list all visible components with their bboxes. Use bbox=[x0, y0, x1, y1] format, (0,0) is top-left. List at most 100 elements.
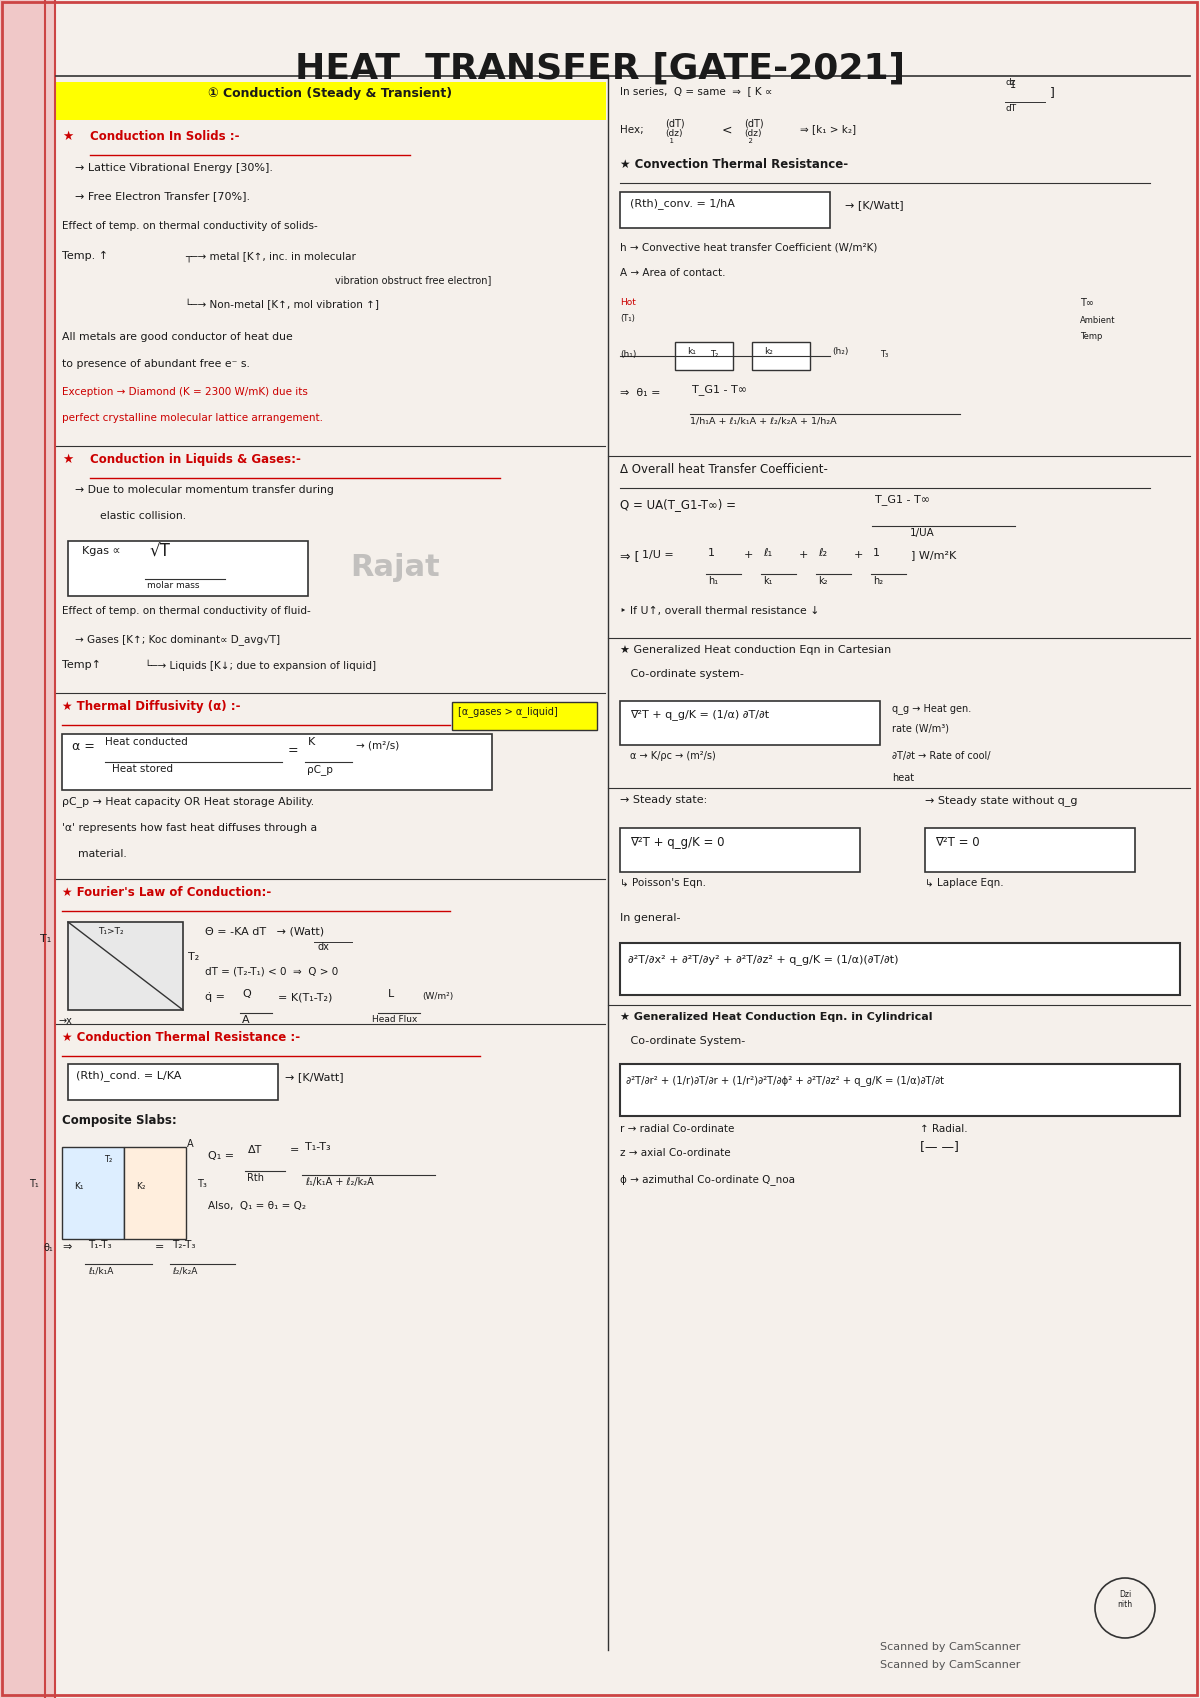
Text: HEAT  TRANSFER [GATE-2021]: HEAT TRANSFER [GATE-2021] bbox=[295, 53, 905, 87]
Text: T₂: T₂ bbox=[710, 350, 719, 358]
Text: T₃: T₃ bbox=[880, 350, 888, 358]
Text: ★ Convection Thermal Resistance-: ★ Convection Thermal Resistance- bbox=[620, 158, 848, 171]
Text: (dT): (dT) bbox=[744, 117, 763, 127]
Text: ℓ₁: ℓ₁ bbox=[763, 548, 772, 559]
Text: Rajat: Rajat bbox=[350, 554, 439, 582]
Text: [α_gases > α_liquid]: [α_gases > α_liquid] bbox=[458, 706, 558, 717]
Text: └─→ Liquids [K↓; due to expansion of liquid]: └─→ Liquids [K↓; due to expansion of liq… bbox=[145, 661, 376, 671]
Bar bbox=[68, 542, 308, 596]
Text: z → axial Co-ordinate: z → axial Co-ordinate bbox=[620, 1148, 731, 1158]
Text: Rth: Rth bbox=[247, 1173, 264, 1184]
Text: → Gases [K↑; Koc dominant∝ D_avg√T]: → Gases [K↑; Koc dominant∝ D_avg√T] bbox=[74, 633, 280, 645]
Text: 1: 1 bbox=[665, 138, 674, 144]
Text: ℓ₂: ℓ₂ bbox=[818, 548, 827, 559]
Text: 1/U =: 1/U = bbox=[642, 550, 673, 560]
Text: ∇²T = 0: ∇²T = 0 bbox=[935, 835, 979, 849]
Text: q_g → Heat gen.: q_g → Heat gen. bbox=[892, 703, 971, 713]
Text: Effect of temp. on thermal conductivity of fluid-: Effect of temp. on thermal conductivity … bbox=[62, 606, 311, 616]
Text: perfect crystalline molecular lattice arrangement.: perfect crystalline molecular lattice ar… bbox=[62, 413, 323, 423]
Text: ★ Fourier's Law of Conduction:-: ★ Fourier's Law of Conduction:- bbox=[62, 886, 271, 898]
Text: Composite Slabs:: Composite Slabs: bbox=[62, 1114, 176, 1127]
Text: √T: √T bbox=[150, 543, 170, 560]
Text: T∞: T∞ bbox=[1080, 299, 1094, 307]
Text: 'α' represents how fast heat diffuses through a: 'α' represents how fast heat diffuses th… bbox=[62, 824, 317, 834]
Text: Exception → Diamond (K = 2300 W/mK) due its: Exception → Diamond (K = 2300 W/mK) due … bbox=[62, 387, 308, 397]
Text: Ambient: Ambient bbox=[1080, 316, 1116, 324]
Bar bbox=[62, 1148, 124, 1240]
Text: h₂: h₂ bbox=[874, 576, 883, 586]
Text: T₁>T₂: T₁>T₂ bbox=[98, 927, 124, 936]
Text: Temp: Temp bbox=[1080, 333, 1103, 341]
Text: (h₁): (h₁) bbox=[620, 350, 636, 358]
Text: ℓ₂/k₂A: ℓ₂/k₂A bbox=[172, 1267, 197, 1275]
Text: +: + bbox=[854, 550, 863, 560]
Bar bbox=[620, 192, 830, 228]
Text: dx: dx bbox=[318, 942, 330, 953]
Text: ★ Thermal Diffusivity (α) :-: ★ Thermal Diffusivity (α) :- bbox=[62, 700, 240, 713]
Text: → Free Electron Transfer [70%].: → Free Electron Transfer [70%]. bbox=[74, 190, 250, 200]
Bar bbox=[925, 829, 1135, 873]
Text: In general-: In general- bbox=[620, 914, 680, 924]
Text: ∇²T + q_g/K = 0: ∇²T + q_g/K = 0 bbox=[630, 835, 725, 849]
Text: Heat stored: Heat stored bbox=[112, 764, 173, 774]
Text: Kgas ∝: Kgas ∝ bbox=[82, 547, 120, 555]
Text: ★ Generalized Heat Conduction Eqn. in Cylindrical: ★ Generalized Heat Conduction Eqn. in Cy… bbox=[620, 1012, 932, 1022]
Text: ★: ★ bbox=[62, 453, 73, 465]
Text: ρC_p: ρC_p bbox=[307, 764, 332, 774]
Text: Hot: Hot bbox=[620, 299, 636, 307]
Bar bbox=[68, 922, 182, 1010]
Text: α → K/ρc → (m²/s): α → K/ρc → (m²/s) bbox=[630, 751, 715, 761]
Text: +: + bbox=[744, 550, 754, 560]
Text: Scanned by CamScanner: Scanned by CamScanner bbox=[880, 1642, 1020, 1652]
Text: Co-ordinate system-: Co-ordinate system- bbox=[620, 669, 744, 679]
Text: L: L bbox=[388, 988, 395, 998]
Bar bbox=[620, 942, 1180, 995]
Text: ] W/m²K: ] W/m²K bbox=[911, 550, 956, 560]
Bar bbox=[68, 1065, 278, 1100]
Text: T₂: T₂ bbox=[104, 1155, 113, 1165]
Text: k₁: k₁ bbox=[686, 346, 696, 357]
Text: k₂: k₂ bbox=[818, 576, 828, 586]
Bar bbox=[452, 701, 598, 730]
Bar bbox=[124, 1148, 186, 1240]
Text: → [K/Watt]: → [K/Watt] bbox=[286, 1071, 343, 1082]
Text: k₁: k₁ bbox=[763, 576, 773, 586]
Text: 2: 2 bbox=[744, 138, 752, 144]
Text: Δ Overall heat Transfer Coefficient-: Δ Overall heat Transfer Coefficient- bbox=[620, 464, 828, 475]
Text: ∂T/∂t → Rate of cool/: ∂T/∂t → Rate of cool/ bbox=[892, 751, 990, 761]
Text: Temp. ↑: Temp. ↑ bbox=[62, 251, 108, 261]
Text: K: K bbox=[308, 737, 316, 747]
Text: K₁: K₁ bbox=[74, 1182, 84, 1190]
Text: Head Flux: Head Flux bbox=[372, 1015, 418, 1024]
Text: ℓ₁/k₁A + ℓ₂/k₂A: ℓ₁/k₁A + ℓ₂/k₂A bbox=[305, 1177, 373, 1187]
Text: → Steady state without q_g: → Steady state without q_g bbox=[925, 795, 1078, 807]
Text: T₁-T₃: T₁-T₃ bbox=[88, 1240, 112, 1250]
Text: ┬─→ metal [K↑, inc. in molecular: ┬─→ metal [K↑, inc. in molecular bbox=[185, 251, 356, 261]
Text: T_G1 - T∞: T_G1 - T∞ bbox=[875, 494, 930, 504]
Text: Hex;: Hex; bbox=[620, 126, 643, 136]
Text: (dz): (dz) bbox=[744, 129, 762, 138]
Text: ★ Conduction Thermal Resistance :-: ★ Conduction Thermal Resistance :- bbox=[62, 1031, 300, 1044]
Text: (Rth)_cond. = L/KA: (Rth)_cond. = L/KA bbox=[76, 1070, 181, 1082]
Text: ↳ Laplace Eqn.: ↳ Laplace Eqn. bbox=[925, 878, 1003, 888]
Text: T₂: T₂ bbox=[188, 953, 199, 963]
Text: ∂²T/∂r² + (1/r)∂T/∂r + (1/r²)∂²T/∂ϕ² + ∂²T/∂z² + q_g/K = (1/α)∂T/∂t: ∂²T/∂r² + (1/r)∂T/∂r + (1/r²)∂²T/∂ϕ² + ∂… bbox=[626, 1075, 944, 1087]
Text: rate (W/m³): rate (W/m³) bbox=[892, 723, 949, 734]
Text: └─→ Non-metal [K↑, mol vibration ↑]: └─→ Non-metal [K↑, mol vibration ↑] bbox=[185, 299, 379, 311]
Text: dT = (T₂-T₁) < 0  ⇒  Q > 0: dT = (T₂-T₁) < 0 ⇒ Q > 0 bbox=[205, 966, 338, 976]
Text: molar mass: molar mass bbox=[148, 581, 199, 589]
Text: Conduction In Solids :-: Conduction In Solids :- bbox=[90, 131, 240, 143]
Text: dz: dz bbox=[1006, 78, 1015, 87]
Text: T₂-T₃: T₂-T₃ bbox=[172, 1240, 196, 1250]
Text: Q: Q bbox=[242, 988, 251, 998]
Text: h₁: h₁ bbox=[708, 576, 718, 586]
Text: In series,  Q = same  ⇒  [ K ∝: In series, Q = same ⇒ [ K ∝ bbox=[620, 87, 773, 97]
Text: r → radial Co-ordinate: r → radial Co-ordinate bbox=[620, 1124, 734, 1134]
Text: Q = UA(T_G1-T∞) =: Q = UA(T_G1-T∞) = bbox=[620, 498, 736, 511]
Bar bbox=[56, 82, 606, 121]
Text: ⇒ [: ⇒ [ bbox=[620, 550, 640, 564]
Text: material.: material. bbox=[78, 849, 127, 859]
Bar bbox=[752, 341, 810, 370]
Text: ⇒  θ₁ =: ⇒ θ₁ = bbox=[620, 389, 660, 397]
Text: A: A bbox=[187, 1139, 193, 1150]
